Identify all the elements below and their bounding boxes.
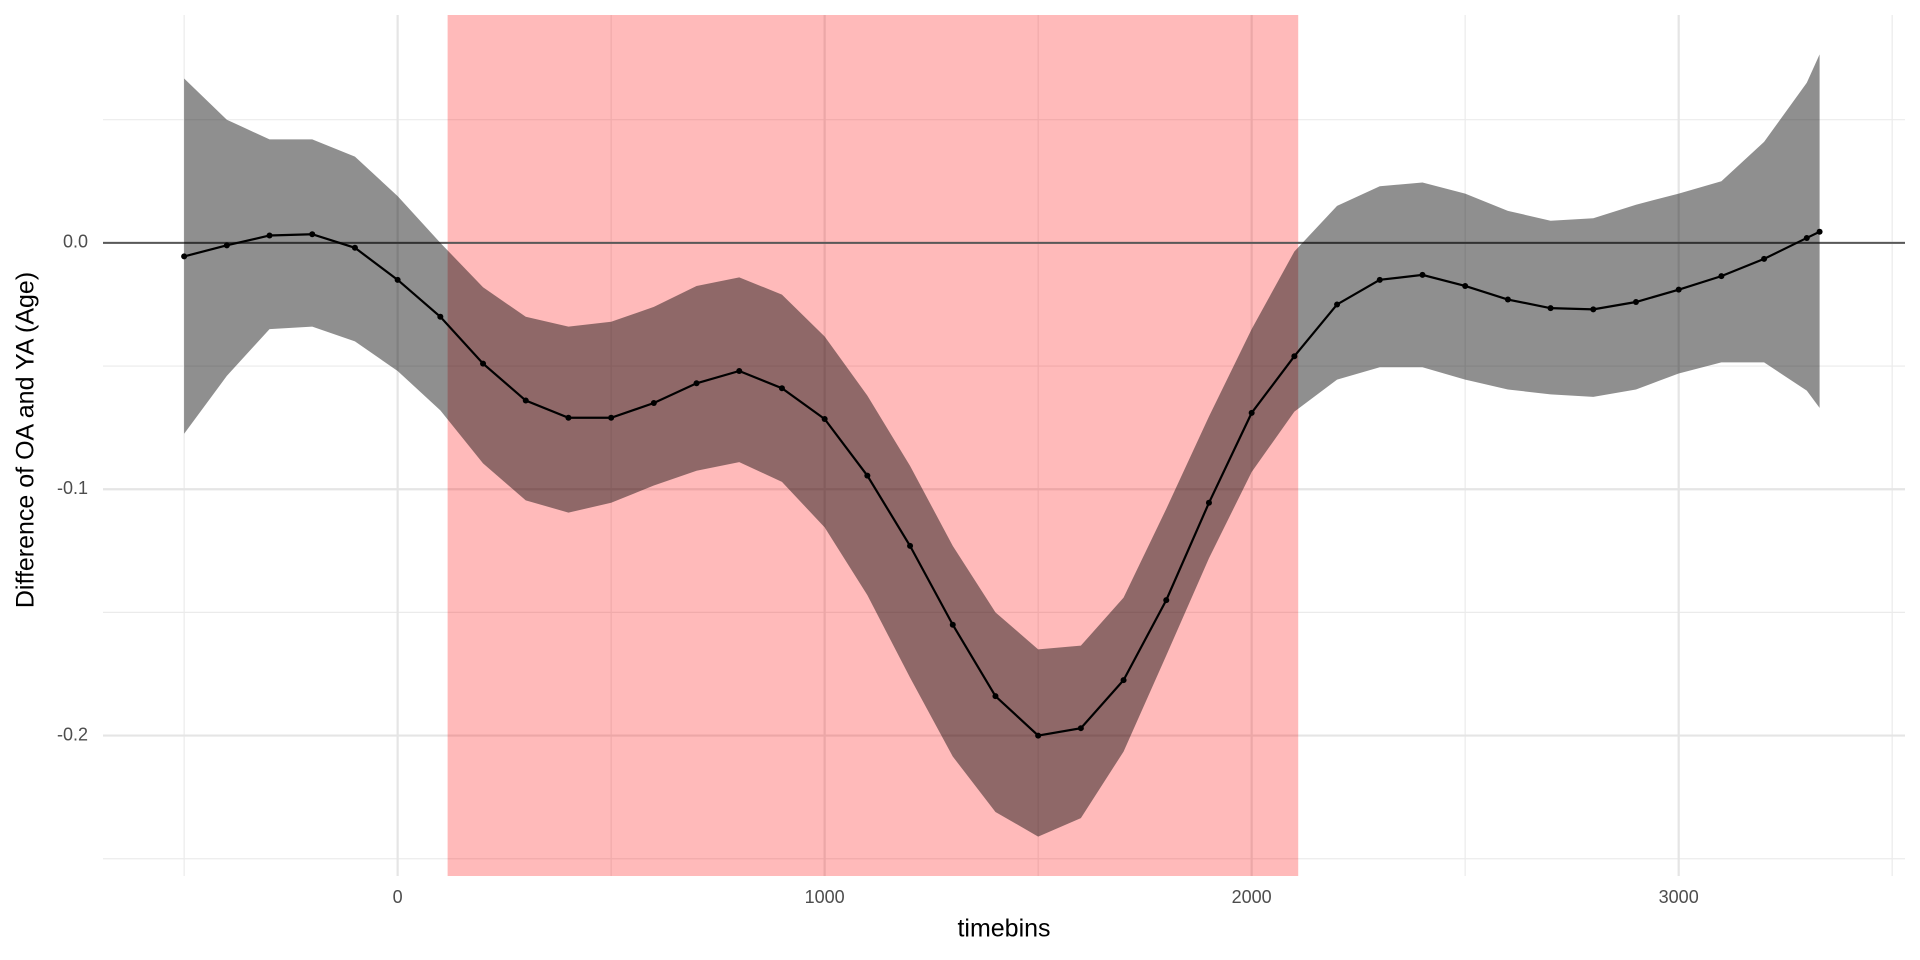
data-point <box>778 385 785 392</box>
data-point <box>650 400 657 407</box>
data-point <box>1120 677 1127 684</box>
data-point <box>480 360 487 367</box>
y-axis-title: Difference of OA and YA (Age) <box>12 272 40 608</box>
data-point <box>1632 299 1639 305</box>
data-point <box>1816 228 1823 235</box>
data-point <box>1035 732 1042 739</box>
data-point <box>1590 306 1597 313</box>
data-point <box>1205 499 1212 506</box>
x-tick-label: 3000 <box>1659 887 1699 907</box>
data-point <box>608 414 615 421</box>
data-point <box>1291 353 1298 360</box>
data-point <box>223 242 230 249</box>
data-point <box>437 313 444 320</box>
data-point <box>864 472 871 479</box>
data-point <box>351 244 358 251</box>
data-point <box>1248 409 1255 416</box>
data-point <box>907 542 914 549</box>
data-point <box>949 621 956 628</box>
data-point <box>1675 286 1682 293</box>
data-point <box>309 231 316 238</box>
data-point <box>1718 273 1725 280</box>
data-point <box>1077 725 1084 732</box>
data-point <box>565 414 572 421</box>
data-point <box>1547 305 1554 312</box>
mean-line <box>183 230 1821 737</box>
data-point <box>1462 282 1469 289</box>
x-tick-label: 2000 <box>1232 887 1272 907</box>
data-point <box>1761 255 1768 262</box>
data-point <box>1419 271 1426 278</box>
data-point <box>1334 301 1341 308</box>
data-point <box>266 232 273 239</box>
data-point <box>522 397 529 404</box>
data-point <box>821 416 828 423</box>
data-point <box>1504 296 1511 303</box>
data-point <box>992 693 999 700</box>
highlight-region <box>447 15 1299 876</box>
y-tick-label: -0.2 <box>57 724 88 744</box>
data-point <box>394 276 401 283</box>
data-point <box>181 253 188 260</box>
x-tick-label: 0 <box>393 887 403 907</box>
plot <box>103 15 1905 876</box>
data-point <box>1803 234 1810 241</box>
x-tick-label: 1000 <box>805 887 845 907</box>
data-point <box>736 367 743 374</box>
y-tick-label: -0.1 <box>57 478 88 498</box>
y-tick-label: 0.0 <box>63 232 88 252</box>
data-point <box>1376 276 1383 283</box>
x-axis-title: timebins <box>957 915 1050 943</box>
confidence-ribbon <box>184 54 1820 837</box>
data-point <box>1163 597 1170 604</box>
data-point <box>693 380 700 387</box>
